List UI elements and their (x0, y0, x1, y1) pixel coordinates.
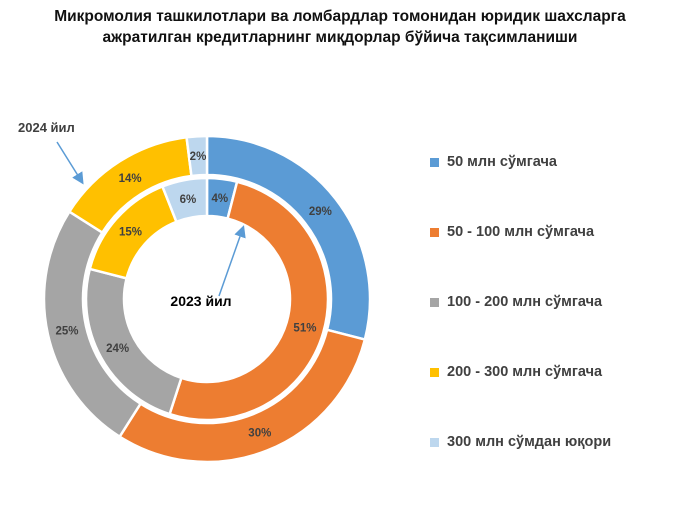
data-label-inner-1: 51% (293, 322, 316, 334)
slice-inner-4 (160, 176, 209, 224)
legend-swatch (430, 227, 439, 237)
legend-swatch (430, 157, 439, 167)
legend-item: 100 - 200 млн сўмгача (430, 290, 611, 314)
slice-inner-1 (168, 180, 330, 422)
data-label-inner-0: 4% (211, 193, 228, 205)
legend-item: 300 млн сўмдан юқори (430, 430, 611, 454)
legend-label: 300 млн сўмдан юқори (447, 434, 612, 450)
legend-label: 50 - 100 млн сўмгача (447, 224, 595, 240)
legend-swatch (430, 297, 439, 307)
data-label-inner-2: 24% (106, 343, 129, 355)
label-2024: 2024 йил (18, 120, 75, 135)
legend-item: 50 - 100 млн сўмгача (430, 220, 611, 244)
legend-label: 200 - 300 млн сўмгача (447, 364, 603, 380)
data-label-inner-3: 15% (119, 227, 142, 239)
slice-outer-4 (185, 134, 209, 178)
data-label-outer-3: 14% (119, 173, 142, 185)
data-label-inner-4: 6% (180, 194, 197, 206)
title-line-2: ажратилган кредитларнинг миқдорлар бўйич… (102, 29, 578, 46)
data-label-outer-0: 29% (309, 206, 332, 218)
title-line-1: Микромолия ташкилотлари ва ломбардлар то… (54, 8, 626, 25)
legend-label: 50 млн сўмгача (447, 154, 557, 170)
label-2023: 2023 йил (170, 293, 231, 309)
legend-label: 100 - 200 млн сўмгача (447, 294, 603, 310)
legend-item: 200 - 300 млн сўмгача (430, 360, 611, 384)
data-label-outer-2: 25% (55, 325, 78, 337)
chart-title: Микромолия ташкилотлари ва ломбардлар то… (0, 6, 680, 48)
data-label-outer-1: 30% (248, 427, 271, 439)
arrow-2023 (218, 225, 246, 297)
arrow-2024 (56, 141, 84, 185)
legend-swatch (430, 437, 439, 447)
legend-swatch (430, 367, 439, 377)
legend-item: 50 млн сўмгача (430, 150, 611, 174)
data-label-outer-4: 2% (190, 151, 207, 163)
legend: 50 млн сўмгача 50 - 100 млн сўмгача 100 - … (430, 150, 611, 500)
